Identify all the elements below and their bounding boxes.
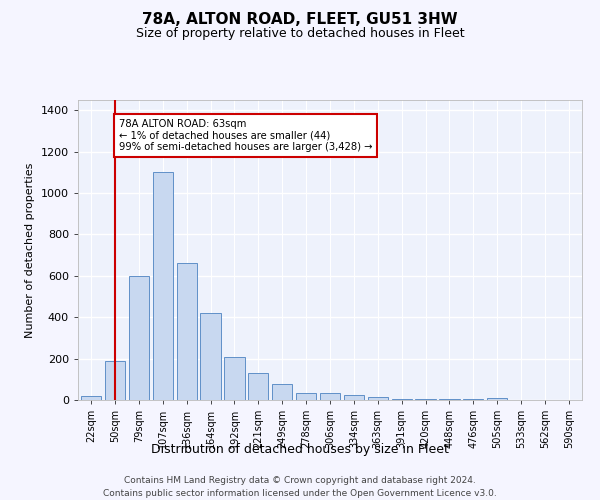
Text: 78A ALTON ROAD: 63sqm
← 1% of detached houses are smaller (44)
99% of semi-detac: 78A ALTON ROAD: 63sqm ← 1% of detached h… — [119, 118, 372, 152]
Bar — [81, 396, 101, 400]
Bar — [368, 397, 388, 400]
Text: Contains HM Land Registry data © Crown copyright and database right 2024.
Contai: Contains HM Land Registry data © Crown c… — [103, 476, 497, 498]
Y-axis label: Number of detached properties: Number of detached properties — [25, 162, 35, 338]
Bar — [129, 276, 149, 400]
Bar — [152, 172, 173, 400]
Bar — [320, 393, 340, 400]
Bar — [200, 313, 221, 400]
Bar — [392, 399, 412, 400]
Bar — [344, 395, 364, 400]
Bar — [272, 384, 292, 400]
Bar — [415, 399, 436, 400]
Bar — [176, 264, 197, 400]
Text: Distribution of detached houses by size in Fleet: Distribution of detached houses by size … — [151, 442, 449, 456]
Text: Size of property relative to detached houses in Fleet: Size of property relative to detached ho… — [136, 28, 464, 40]
Bar — [296, 393, 316, 400]
Bar — [439, 399, 460, 400]
Bar — [248, 373, 268, 400]
Bar — [105, 360, 125, 400]
Bar — [487, 398, 508, 400]
Bar — [224, 356, 245, 400]
Text: 78A, ALTON ROAD, FLEET, GU51 3HW: 78A, ALTON ROAD, FLEET, GU51 3HW — [142, 12, 458, 28]
